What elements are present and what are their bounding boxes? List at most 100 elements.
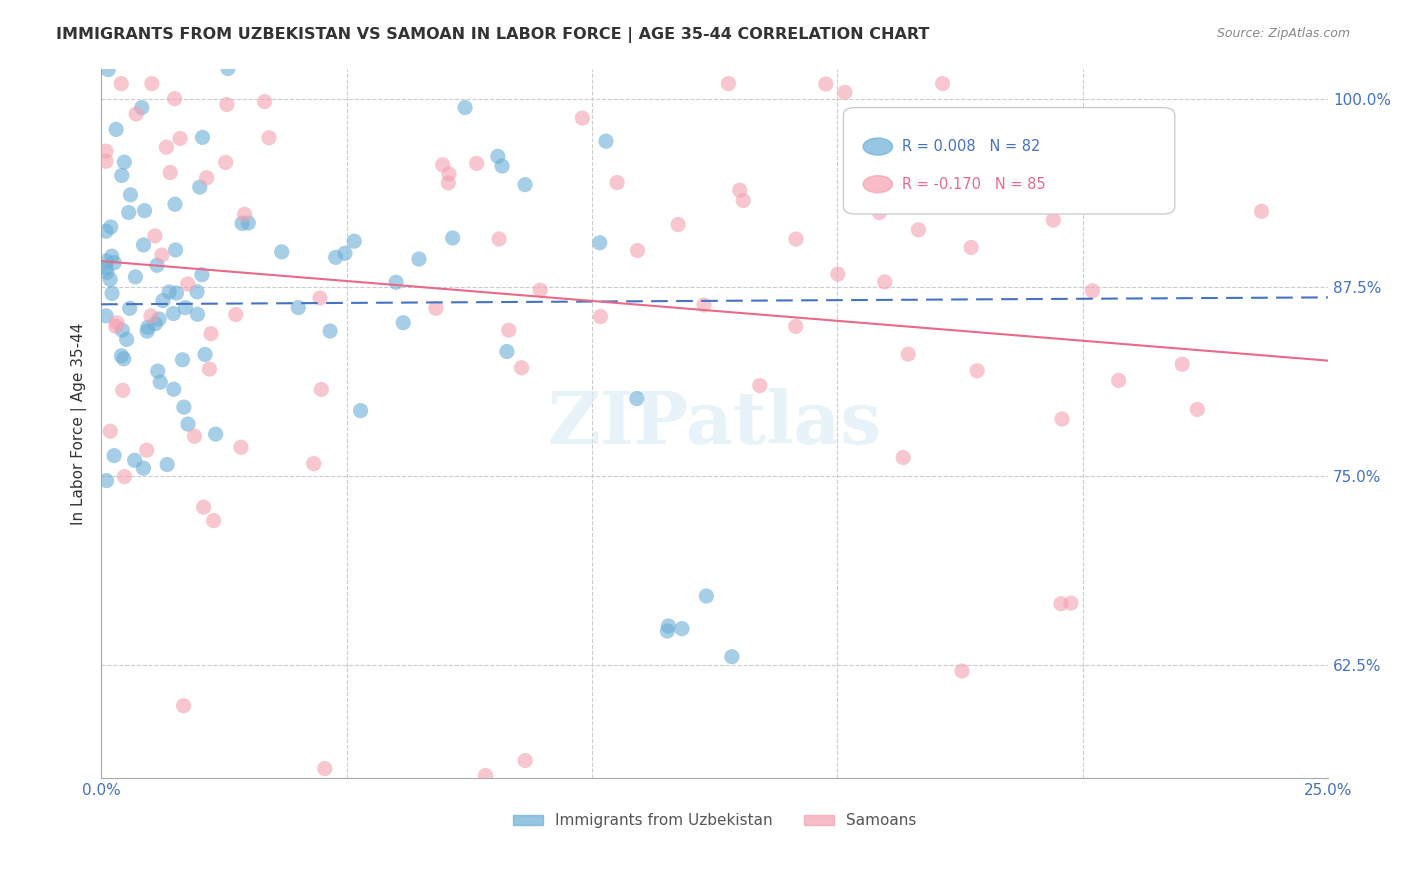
Samoans <box>105 316 128 330</box>
Immigrants from Uzbekistan <box>105 122 128 136</box>
Samoans <box>200 326 222 341</box>
Immigrants from Uzbekistan <box>112 155 135 169</box>
Immigrants from Uzbekistan <box>165 243 187 257</box>
Samoans <box>1081 284 1104 298</box>
Immigrants from Uzbekistan <box>100 249 122 263</box>
Samoans <box>474 768 496 782</box>
Samoans <box>626 244 648 258</box>
Immigrants from Uzbekistan <box>343 234 366 248</box>
Samoans <box>868 205 890 219</box>
Text: R = -0.170   N = 85: R = -0.170 N = 85 <box>903 177 1046 192</box>
Samoans <box>914 198 936 212</box>
Samoans <box>302 457 325 471</box>
Immigrants from Uzbekistan <box>441 231 464 245</box>
Immigrants from Uzbekistan <box>385 275 408 289</box>
Samoans <box>1171 357 1194 371</box>
Immigrants from Uzbekistan <box>721 649 744 664</box>
Immigrants from Uzbekistan <box>111 169 134 183</box>
Samoans <box>785 232 807 246</box>
Immigrants from Uzbekistan <box>124 453 146 467</box>
Immigrants from Uzbekistan <box>149 375 172 389</box>
Samoans <box>141 77 163 91</box>
Immigrants from Uzbekistan <box>132 461 155 475</box>
Samoans <box>1042 213 1064 227</box>
Samoans <box>827 267 849 281</box>
Immigrants from Uzbekistan <box>120 187 142 202</box>
Immigrants from Uzbekistan <box>191 268 214 282</box>
Samoans <box>488 232 510 246</box>
Immigrants from Uzbekistan <box>94 260 117 275</box>
Immigrants from Uzbekistan <box>173 400 195 414</box>
Samoans <box>314 762 336 776</box>
Samoans <box>198 362 221 376</box>
Samoans <box>1108 373 1130 387</box>
Immigrants from Uzbekistan <box>146 364 169 378</box>
Immigrants from Uzbekistan <box>103 256 125 270</box>
Samoans <box>1250 204 1272 219</box>
Samoans <box>437 167 460 181</box>
Immigrants from Uzbekistan <box>110 349 132 363</box>
Immigrants from Uzbekistan <box>96 265 118 279</box>
Immigrants from Uzbekistan <box>177 417 200 431</box>
Samoans <box>748 378 770 392</box>
Immigrants from Uzbekistan <box>595 134 617 148</box>
Immigrants from Uzbekistan <box>231 216 253 230</box>
Text: R = 0.008   N = 82: R = 0.008 N = 82 <box>903 139 1040 154</box>
Samoans <box>733 194 755 208</box>
Samoans <box>309 291 332 305</box>
Samoans <box>1060 596 1083 610</box>
Immigrants from Uzbekistan <box>325 251 347 265</box>
Samoans <box>465 156 488 170</box>
Immigrants from Uzbekistan <box>112 351 135 366</box>
Immigrants from Uzbekistan <box>94 224 117 238</box>
Samoans <box>94 145 117 159</box>
Text: Source: ZipAtlas.com: Source: ZipAtlas.com <box>1216 27 1350 40</box>
Immigrants from Uzbekistan <box>287 301 309 315</box>
Immigrants from Uzbekistan <box>134 203 156 218</box>
Immigrants from Uzbekistan <box>186 285 208 299</box>
Samoans <box>173 698 195 713</box>
Immigrants from Uzbekistan <box>166 286 188 301</box>
Samoans <box>950 664 973 678</box>
Immigrants from Uzbekistan <box>513 178 536 192</box>
Samoans <box>860 155 883 169</box>
Samoans <box>814 77 837 91</box>
Circle shape <box>863 138 893 155</box>
Samoans <box>717 77 740 91</box>
Samoans <box>159 165 181 179</box>
Immigrants from Uzbekistan <box>174 301 197 315</box>
Immigrants from Uzbekistan <box>157 285 180 299</box>
Samoans <box>193 500 215 515</box>
Immigrants from Uzbekistan <box>454 101 477 115</box>
Immigrants from Uzbekistan <box>96 474 118 488</box>
Text: ZIPatlas: ZIPatlas <box>547 388 882 458</box>
Samoans <box>515 754 537 768</box>
Immigrants from Uzbekistan <box>163 382 186 396</box>
Samoans <box>693 298 716 312</box>
Samoans <box>966 364 988 378</box>
Samoans <box>163 92 186 106</box>
Immigrants from Uzbekistan <box>98 272 121 286</box>
Samoans <box>215 155 238 169</box>
Immigrants from Uzbekistan <box>162 306 184 320</box>
Samoans <box>143 228 166 243</box>
Samoans <box>432 158 454 172</box>
Immigrants from Uzbekistan <box>626 392 648 406</box>
Samoans <box>110 77 132 91</box>
Immigrants from Uzbekistan <box>491 159 513 173</box>
Immigrants from Uzbekistan <box>270 244 292 259</box>
Samoans <box>257 130 280 145</box>
Samoans <box>177 277 200 291</box>
Y-axis label: In Labor Force | Age 35-44: In Labor Force | Age 35-44 <box>72 322 87 524</box>
Samoans <box>931 77 953 91</box>
Samoans <box>233 207 256 221</box>
Immigrants from Uzbekistan <box>217 62 239 76</box>
Samoans <box>311 383 333 397</box>
Samoans <box>195 170 218 185</box>
Immigrants from Uzbekistan <box>131 101 153 115</box>
FancyBboxPatch shape <box>844 108 1175 214</box>
Samoans <box>606 176 628 190</box>
Immigrants from Uzbekistan <box>486 149 509 163</box>
Samoans <box>155 140 177 154</box>
Samoans <box>834 86 856 100</box>
